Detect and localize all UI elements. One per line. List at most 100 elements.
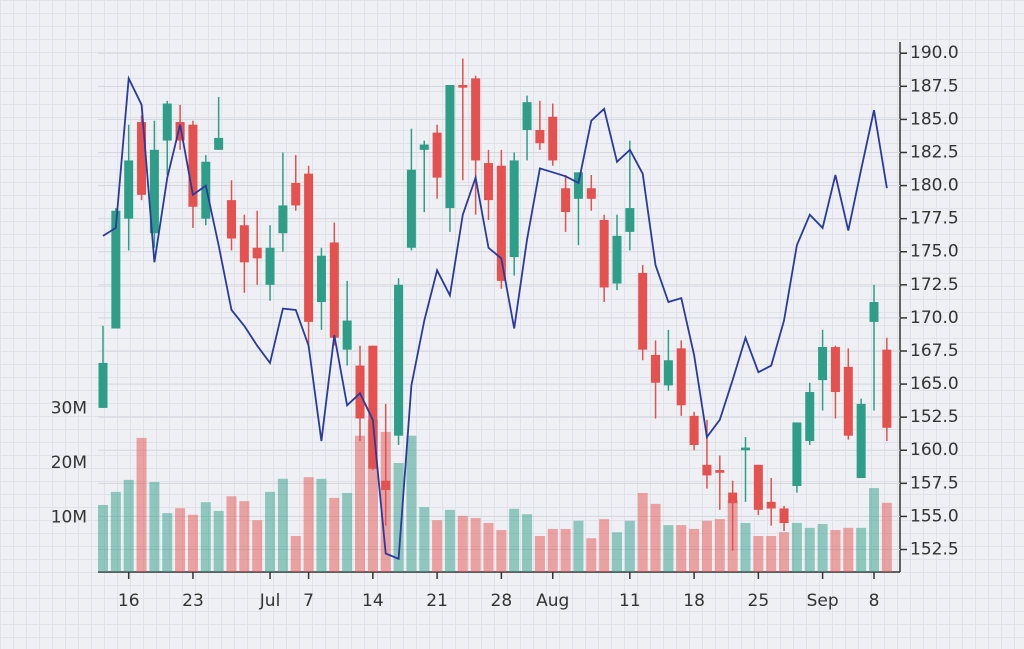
volume-bar	[393, 462, 404, 572]
volume-bar	[509, 508, 520, 572]
volume-bar	[881, 502, 892, 572]
candle-body	[535, 129, 545, 144]
y-tick-label: 157.5	[910, 473, 959, 493]
candle-body	[137, 122, 147, 195]
y-tick-label: 177.5	[910, 209, 959, 229]
y-tick-label: 180.0	[910, 176, 959, 196]
volume-bar	[779, 532, 790, 572]
candle-body	[98, 362, 108, 408]
volume-bar	[355, 435, 365, 572]
volume-bar	[599, 519, 610, 572]
volume-bar	[98, 504, 108, 572]
volume-bar	[560, 528, 571, 572]
candle-body	[201, 161, 211, 219]
candle-body	[779, 508, 789, 524]
volume-bar	[689, 528, 700, 572]
x-tick-label: Aug	[536, 591, 569, 611]
volume-bar	[123, 479, 134, 572]
candle-body	[805, 392, 815, 441]
candle-body	[188, 124, 198, 207]
y-tick-label: 182.5	[910, 142, 959, 162]
volume-bar	[187, 514, 198, 572]
candle-body	[766, 501, 776, 509]
y-tick-label: 175.0	[910, 242, 959, 262]
candle-body	[882, 349, 892, 428]
candle-body	[522, 102, 532, 130]
y-tick-label: 185.0	[910, 109, 959, 129]
candle-body	[471, 78, 481, 161]
volume-bar	[329, 497, 340, 572]
volume-bar	[547, 528, 558, 572]
volume-bar	[419, 507, 430, 572]
candle-body	[239, 225, 249, 263]
candle-body	[291, 182, 301, 206]
candle-body	[638, 272, 648, 350]
candle-body	[689, 415, 699, 445]
candle-body	[368, 345, 378, 469]
volume-bar	[637, 492, 648, 572]
candle-body	[458, 84, 468, 88]
volume-bar	[804, 527, 815, 572]
volume-bar	[496, 530, 507, 572]
volume-bar	[624, 520, 635, 572]
candle-body	[792, 422, 802, 486]
volume-bar	[342, 492, 353, 572]
volume-bar	[277, 478, 288, 572]
candle-body	[612, 235, 622, 284]
volume-bar	[856, 527, 867, 572]
candle-body	[625, 208, 635, 232]
volume-bar	[444, 509, 455, 572]
candle-body	[548, 116, 558, 161]
y-tick-label: 190.0	[910, 43, 959, 63]
candle-body	[651, 354, 661, 383]
volume-bar	[612, 532, 622, 572]
candle-body	[394, 284, 404, 436]
y-tick-label: 187.5	[910, 76, 959, 96]
x-tick-label: 21	[426, 591, 448, 611]
candle-body	[663, 360, 673, 386]
volume-bar	[265, 491, 276, 572]
volume-bar	[200, 502, 211, 572]
volume-bar	[586, 538, 597, 572]
volume-bar	[522, 514, 533, 572]
volume-bar	[869, 488, 879, 572]
volume-bar	[817, 524, 828, 572]
x-tick-label: 25	[748, 591, 770, 611]
volume-bar	[650, 503, 661, 572]
candle-body	[265, 247, 275, 285]
x-tick-label: 7	[303, 591, 314, 611]
volume-bar	[534, 536, 545, 572]
y-tick-label: 170.0	[910, 308, 959, 328]
candle-body	[830, 347, 840, 393]
candle-body	[329, 242, 339, 338]
volume-bar	[432, 520, 443, 572]
x-tick-label: 23	[182, 591, 204, 611]
candle-body	[227, 200, 236, 239]
candle-body	[843, 366, 853, 436]
candle-body	[162, 103, 172, 141]
volume-bar	[714, 519, 725, 572]
volume-bar	[149, 482, 160, 572]
x-tick-label: 18	[683, 591, 705, 611]
volume-bar	[406, 435, 417, 572]
volume-bar	[470, 518, 481, 572]
volume-bar	[303, 477, 314, 572]
volume-bar	[830, 530, 841, 572]
y-tick-label: 165.0	[910, 374, 959, 394]
x-tick-label: 16	[118, 591, 140, 611]
x-tick-label: 8	[869, 591, 880, 611]
y-tick-label: 155.0	[910, 506, 959, 526]
candle-body	[818, 347, 828, 381]
volume-bar	[753, 536, 764, 572]
candle-body	[214, 137, 224, 150]
candle-body	[561, 188, 571, 213]
y-tick-label: 152.5	[910, 540, 959, 560]
x-tick-label: Jul	[259, 591, 281, 611]
y-tick-label: 160.0	[910, 440, 959, 460]
x-tick-label: 28	[491, 591, 513, 611]
x-tick-label: 14	[362, 591, 384, 611]
volume-bar	[110, 491, 121, 572]
candle-body	[124, 160, 134, 219]
candle-body	[381, 480, 391, 490]
